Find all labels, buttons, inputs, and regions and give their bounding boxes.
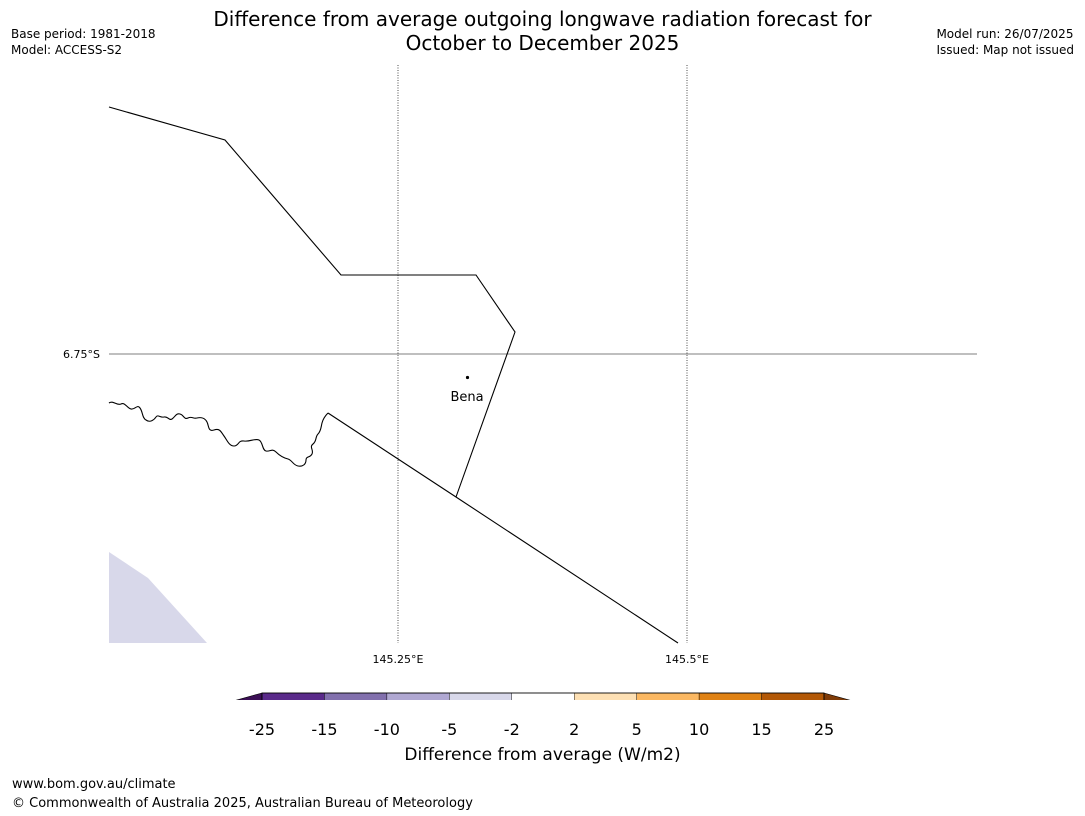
latitude-label: 6.75°S xyxy=(63,348,100,361)
colorbar-tick-label: -5 xyxy=(441,720,458,739)
map-title: Difference from average outgoing longwav… xyxy=(0,7,1085,55)
colorbar-bin xyxy=(698,692,762,700)
issued-text: Issued: Map not issued xyxy=(936,43,1074,57)
colorbar-tick-label: -10 xyxy=(373,720,400,739)
footer-url: www.bom.gov.au/climate xyxy=(12,777,176,792)
bena-label: Bena xyxy=(450,390,483,405)
colorbar-tick-label: 5 xyxy=(631,720,642,739)
title-line-2: October to December 2025 xyxy=(405,31,680,55)
model-run-text: Model run: 26/07/2025 xyxy=(936,27,1074,41)
river-line xyxy=(108,401,329,467)
colorbar-label: Difference from average (W/m2) xyxy=(404,745,681,765)
title-line-1: Difference from average outgoing longwav… xyxy=(213,7,872,31)
longitude-label-2: 145.5°E xyxy=(665,653,709,666)
colorbar-ticks: -25 -15 -10 -5 -2 2 5 10 15 25 xyxy=(0,718,1085,740)
forecast-shading xyxy=(109,552,207,643)
colorbar-tick-label: 2 xyxy=(569,720,580,739)
colorbar-extend-max xyxy=(823,692,851,700)
model-text: Model: ACCESS-S2 xyxy=(11,43,123,57)
colorbar-bin xyxy=(636,692,700,700)
colorbar-extend-min xyxy=(235,692,263,700)
longitude-label-1: 145.25°E xyxy=(373,653,424,666)
metadata-left: Base period: 1981-2018 Model: ACCESS-S2 xyxy=(11,26,156,58)
colorbar-bin xyxy=(324,692,388,700)
base-period-text: Base period: 1981-2018 xyxy=(11,27,156,41)
colorbar-bin xyxy=(511,692,575,700)
colorbar-bin xyxy=(261,692,325,700)
colorbar-bin xyxy=(574,692,637,700)
boundary-line-south xyxy=(327,412,679,644)
colorbar-tick-label: 25 xyxy=(813,720,835,739)
boundary-line-north xyxy=(108,106,516,498)
colorbar-tick-label: -15 xyxy=(311,720,338,739)
colorbar-bin xyxy=(761,692,825,700)
colorbar-tick-label: 15 xyxy=(751,720,772,739)
map-canvas: Bena 6.75°S 145.25°E 145.5°E xyxy=(63,65,977,700)
colorbar-bin xyxy=(386,692,450,700)
colorbar-outline xyxy=(261,692,825,700)
colorbar-bin xyxy=(449,692,512,700)
footer-copyright: © Commonwealth of Australia 2025, Austra… xyxy=(12,796,473,811)
bena-marker xyxy=(465,375,470,380)
colorbar-tick-label: 10 xyxy=(688,720,710,739)
footer: www.bom.gov.au/climate © Commonwealth of… xyxy=(12,775,473,813)
colorbar xyxy=(235,692,851,700)
colorbar-tick-label: -25 xyxy=(248,720,276,739)
colorbar-tick-label: -2 xyxy=(503,720,520,739)
metadata-right: Model run: 26/07/2025 Issued: Map not is… xyxy=(936,26,1074,58)
